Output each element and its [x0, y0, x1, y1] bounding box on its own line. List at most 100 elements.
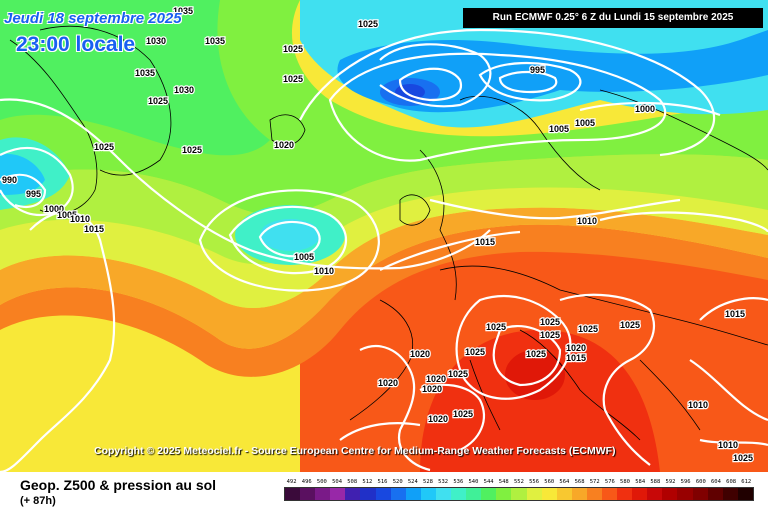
isobar-label: 1020: [378, 378, 398, 388]
model-run-banner: Run ECMWF 0.25° 6 Z du Lundi 15 septembr…: [463, 8, 763, 28]
isobar-label: 1015: [725, 309, 745, 319]
legend-swatch: [405, 488, 421, 500]
legend-labels: 492 496 500 504 508 512 516 520 524 528 532 536 540 5…: [284, 478, 754, 486]
legend-swatch: [662, 488, 678, 500]
isobar-label: 1010: [688, 400, 708, 410]
legend-swatch: [390, 488, 406, 500]
legend-label: 600: [695, 479, 706, 485]
isobar-label: 1025: [283, 44, 303, 54]
isobar-label: 1025: [94, 142, 114, 152]
legend-swatch: [617, 488, 633, 500]
forecast-lead-time: (+ 87h): [20, 495, 56, 507]
legend-label: 500: [316, 479, 327, 485]
isobar-label: 1020: [422, 384, 442, 394]
z500-band-light-green: [0, 154, 768, 265]
legend-swatch: [692, 488, 708, 500]
z500-band-yellow-green: [0, 187, 768, 309]
legend-label: 492: [286, 479, 297, 485]
isobar-label: 1025: [148, 96, 168, 106]
legend-label: 564: [559, 479, 570, 485]
geopotential-map-svg: 1035 1030 1035 1035 1030 1025 1025 1025 …: [0, 0, 768, 472]
legend-label: 520: [392, 479, 403, 485]
legend-swatch: [466, 488, 482, 500]
isobar-label: 1000: [635, 104, 655, 114]
isobar-label: 1025: [358, 19, 378, 29]
legend-label: 552: [513, 479, 524, 485]
coastlines: [9, 25, 768, 441]
forecast-date: Jeudi 18 septembre 2025: [4, 10, 182, 27]
legend-swatch: [435, 488, 452, 500]
legend-swatch: [375, 488, 391, 500]
legend-swatch: [722, 488, 738, 500]
legend-label: 604: [710, 479, 721, 485]
legend-swatch: [601, 488, 618, 500]
copyright-notice: Copyright © 2025 Meteociel.fr - Source E…: [94, 445, 616, 457]
isobar-label: 1010: [314, 266, 334, 276]
z500-band-dark-red: [420, 330, 660, 472]
legend-swatch: [737, 488, 753, 500]
legend-label: 532: [438, 479, 449, 485]
legend-swatch: [632, 488, 648, 500]
isobar-label: 1025: [465, 347, 485, 357]
isobar-label: 1030: [174, 85, 194, 95]
map-footer: Geop. Z500 & pression au sol (+ 87h) 492…: [0, 472, 768, 512]
isobar-label: 1005: [294, 252, 314, 262]
legend-swatch: [556, 488, 572, 500]
isobar-label: 1015: [566, 353, 586, 363]
legend-label: 544: [483, 479, 494, 485]
isobar-label: 1010: [718, 440, 738, 450]
legend-swatch: [481, 488, 497, 500]
legend-swatch: [285, 488, 301, 500]
legend-swatch: [586, 488, 602, 500]
forecast-time: 23:00 locale: [16, 33, 136, 56]
isobar-label: 1015: [84, 224, 104, 234]
isobar-label: 995: [530, 65, 545, 75]
legend-swatch: [677, 488, 693, 500]
legend-swatch: [647, 488, 663, 500]
weather-map: 1035 1030 1035 1035 1030 1025 1025 1025 …: [0, 0, 768, 472]
legend-label: 576: [604, 479, 615, 485]
color-legend: 492 496 500 504 508 512 516 520 524 528 532 536 540 5…: [284, 478, 754, 501]
isobar-label: 1035: [135, 68, 155, 78]
legend-swatch: [526, 488, 542, 500]
isobar-label: 1025: [578, 324, 598, 334]
isobar-label: 1005: [549, 124, 569, 134]
legend-label: 508: [347, 479, 358, 485]
isobar-label: 1025: [540, 317, 560, 327]
legend-swatch: [300, 488, 316, 500]
isobar-label: 1010: [577, 216, 597, 226]
isobar-label: 1020: [428, 414, 448, 424]
legend-label: 496: [301, 479, 312, 485]
isobar-label: 1035: [205, 36, 225, 46]
legend-label: 536: [453, 479, 464, 485]
isobar-label: 1005: [57, 210, 77, 220]
legend-swatch: [330, 488, 346, 500]
legend-label: 524: [407, 479, 418, 485]
isobar-label: 1010: [70, 214, 90, 224]
isobar-label: 1020: [410, 349, 430, 359]
isobar-label: 990: [2, 175, 17, 185]
legend-label: 540: [468, 479, 479, 485]
legend-label: 568: [574, 479, 585, 485]
legend-swatch: [511, 488, 527, 500]
legend-label: 556: [529, 479, 540, 485]
legend-label: 580: [620, 479, 630, 485]
legend-label: 592: [665, 479, 676, 485]
legend-label: 612: [741, 479, 752, 485]
legend-label: 572: [589, 479, 600, 485]
isobar-label: 1005: [575, 118, 595, 128]
isobar-label: 1035: [173, 6, 193, 16]
isobar-label: 1030: [146, 36, 166, 46]
isobar-label: 1025: [733, 453, 753, 463]
legend-label: 512: [362, 479, 373, 485]
legend-label: 608: [726, 479, 737, 485]
isobar-label: 1025: [486, 322, 506, 332]
isobar-label: 1025: [540, 330, 560, 340]
legend-swatch: [571, 488, 587, 500]
isobar-label: 1025: [526, 349, 546, 359]
isobar-label: 1020: [566, 343, 586, 353]
legend-label: 548: [498, 479, 509, 485]
z500-band-amber: [0, 207, 768, 349]
legend-label: 528: [423, 479, 433, 485]
legend-label: 560: [544, 479, 555, 485]
